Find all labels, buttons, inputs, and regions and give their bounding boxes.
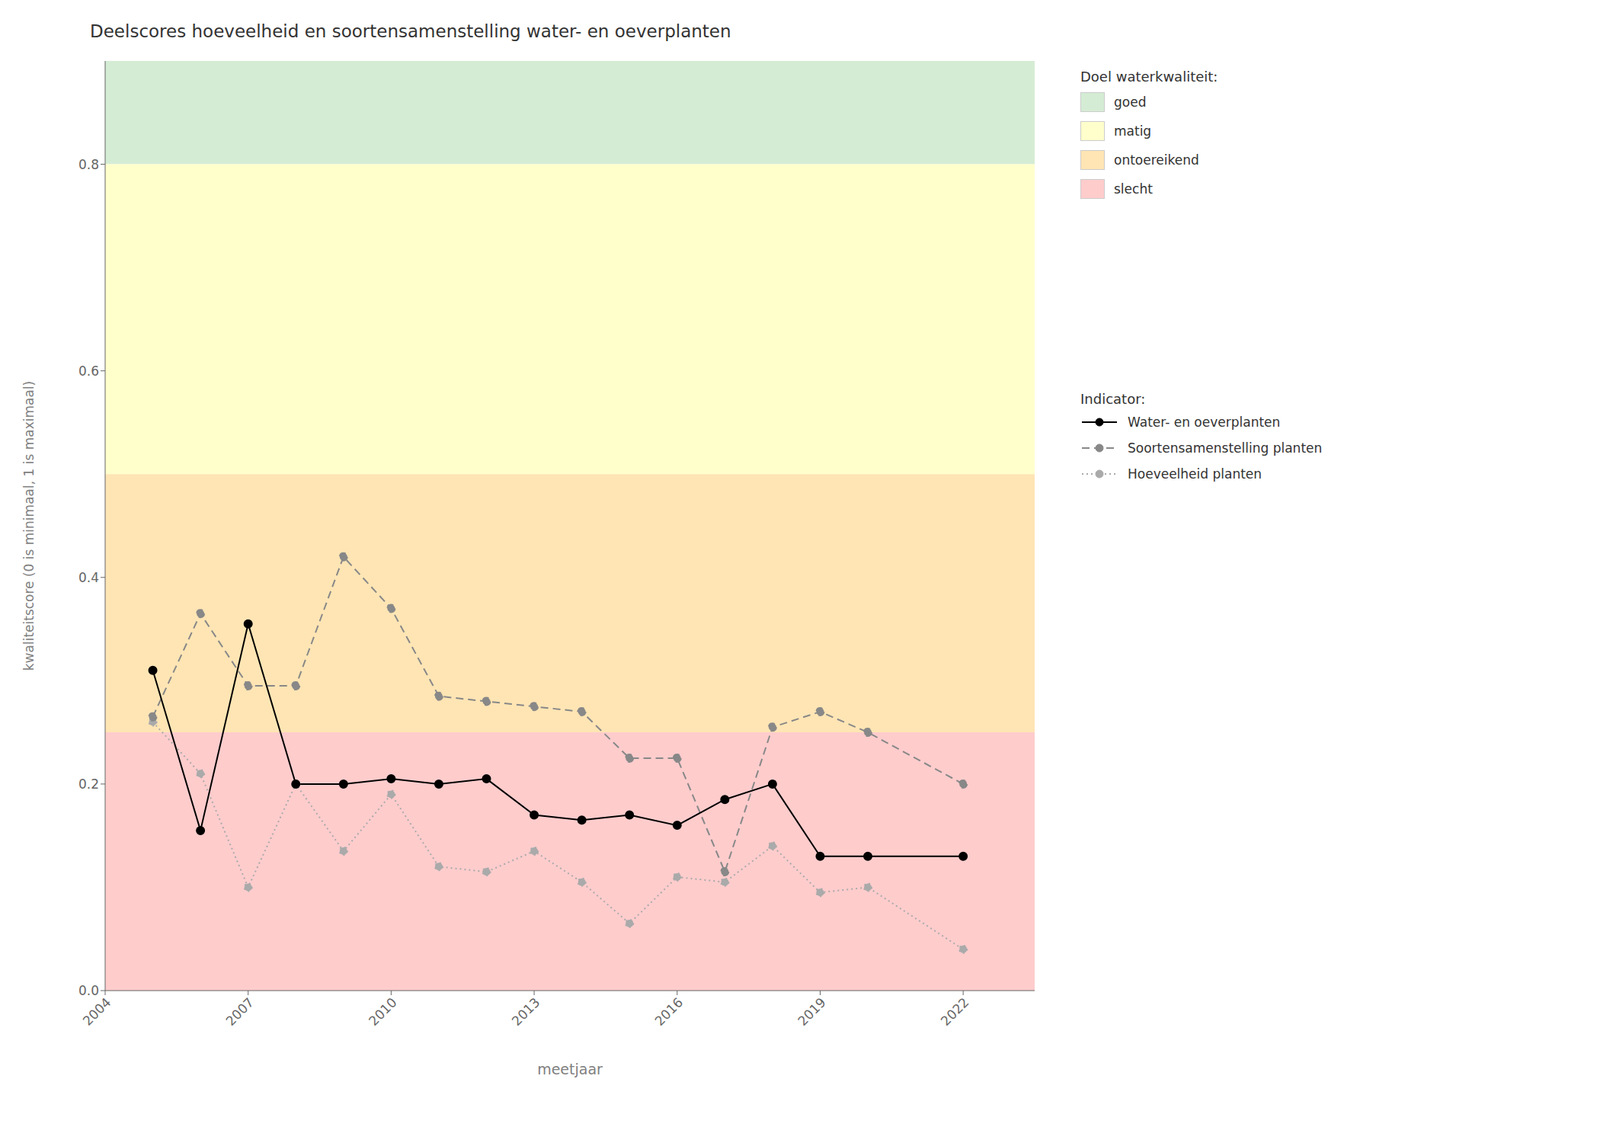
svg-text:2013: 2013 [508, 994, 544, 1029]
svg-text:0.8: 0.8 [78, 156, 100, 173]
svg-text:2010: 2010 [365, 994, 400, 1029]
svg-text:0.0: 0.0 [78, 982, 100, 999]
svg-text:2016: 2016 [651, 994, 686, 1029]
svg-text:2007: 2007 [222, 994, 257, 1029]
html-text:Water- en oeverplanten: Water- en oeverplanten [1127, 414, 1281, 430]
svg-text:0.4: 0.4 [78, 569, 100, 586]
svg-text:meetjaar: meetjaar [537, 1060, 603, 1078]
svg-text:2004: 2004 [80, 994, 115, 1029]
svg-text:0.2: 0.2 [78, 776, 100, 792]
html-text:Soortensamenstelling planten: Soortensamenstelling planten [1127, 440, 1323, 456]
svg-text:kwaliteitscore (0 is minimaal,: kwaliteitscore (0 is minimaal, 1 is maxi… [21, 380, 37, 671]
html-text:Indicator:: Indicator: [1080, 390, 1146, 407]
html-text:ontoereikend: ontoereikend [1113, 152, 1200, 168]
html-text:Deelscores hoeveelheid en soor: Deelscores hoeveelheid en soortensamenst… [89, 21, 732, 42]
html-text:Doel waterkwaliteit:: Doel waterkwaliteit: [1080, 68, 1218, 85]
svg-text:0.6: 0.6 [78, 363, 100, 379]
html-text:matig: matig [1113, 123, 1152, 139]
html-text:Hoeveelheid planten: Hoeveelheid planten [1127, 466, 1262, 482]
html-text:goed: goed [1113, 94, 1147, 110]
svg-text:2022: 2022 [937, 994, 973, 1029]
svg-text:2019: 2019 [794, 994, 829, 1029]
html-text:slecht: slecht [1113, 181, 1153, 197]
